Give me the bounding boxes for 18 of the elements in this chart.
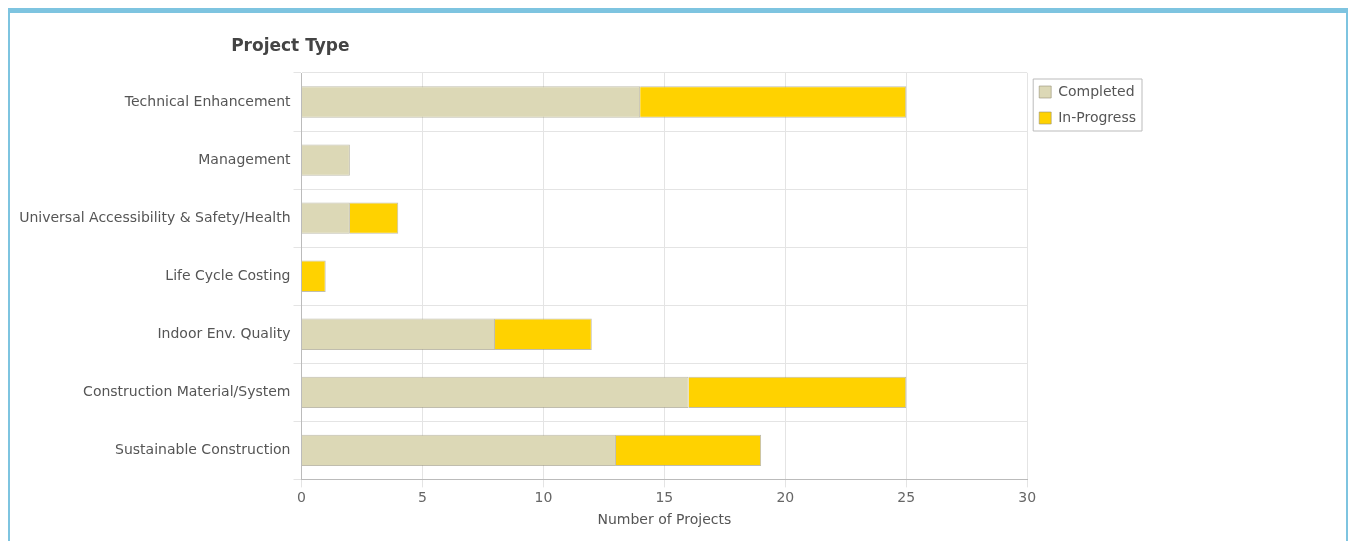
y-tick-label: Life Cycle Costing [165,266,291,283]
chart-title: Project Type [231,35,350,56]
x-tick-label: 5 [417,489,427,506]
y-tick-label: Technical Enhancement [123,92,292,109]
x-tick-label: 10 [534,489,553,506]
x-tick-label: 15 [655,489,674,506]
legend-label: Completed [1058,82,1135,99]
x-tick-label: 25 [897,489,916,506]
y-tick-label: Sustainable Construction [115,441,291,458]
y-tick-label: Management [198,150,291,167]
y-tick-label: Construction Material/System [83,382,291,399]
y-tick-label: Indoor Env. Quality [157,324,291,341]
x-tick-label: 30 [1018,489,1037,506]
legend-label: In-Progress [1058,108,1137,125]
y-tick-label: Universal Accessibility & Safety/Health [19,208,291,225]
x-tick-label: 0 [297,489,306,506]
x-tick-label: 20 [776,489,795,506]
x-axis-title: Number of Projects [597,511,732,528]
